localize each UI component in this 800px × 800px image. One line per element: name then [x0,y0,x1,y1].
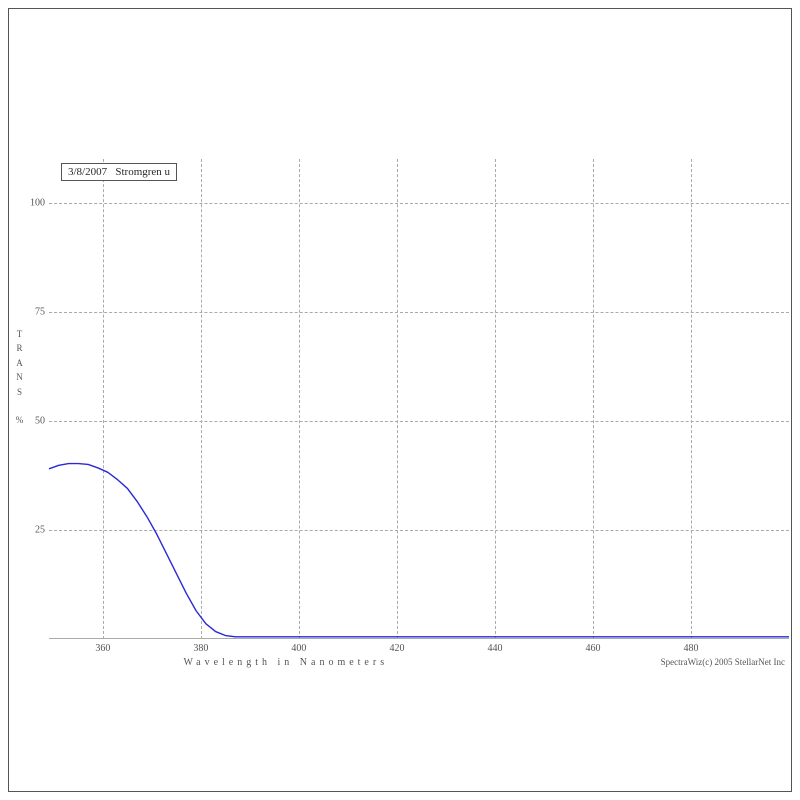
x-axis-label: Wavelength in Nanometers [183,657,388,668]
y-axis-label: TRANS % [15,327,25,428]
x-tick-label: 480 [683,643,698,654]
credit-text: SpectraWiz(c) 2005 StellarNet Inc [661,657,785,667]
y-tick-label: 75 [21,306,45,317]
x-tick-label: 460 [585,643,600,654]
transmission-curve [49,159,789,639]
x-tick-label: 360 [95,643,110,654]
chart-title-box: 3/8/2007 Stromgren u [61,163,177,181]
chart-frame: 3603804004204404604802550751003/8/2007 S… [8,8,792,792]
x-tick-label: 400 [291,643,306,654]
x-tick-label: 420 [389,643,404,654]
x-tick-label: 380 [193,643,208,654]
y-tick-label: 100 [21,197,45,208]
y-tick-label: 25 [21,524,45,535]
plot-area [49,159,789,639]
x-tick-label: 440 [487,643,502,654]
